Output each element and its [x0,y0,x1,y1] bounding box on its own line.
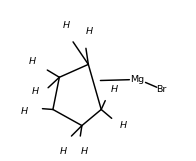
Text: H: H [120,121,127,130]
Text: H: H [21,107,28,116]
Text: H: H [86,27,93,36]
Text: H: H [32,87,39,96]
Text: H: H [63,21,70,30]
Text: H: H [29,57,36,66]
Text: H: H [111,85,118,94]
Text: Mg: Mg [130,75,144,84]
Text: Br: Br [156,85,167,94]
Text: H: H [60,147,67,156]
Text: H: H [81,147,88,156]
